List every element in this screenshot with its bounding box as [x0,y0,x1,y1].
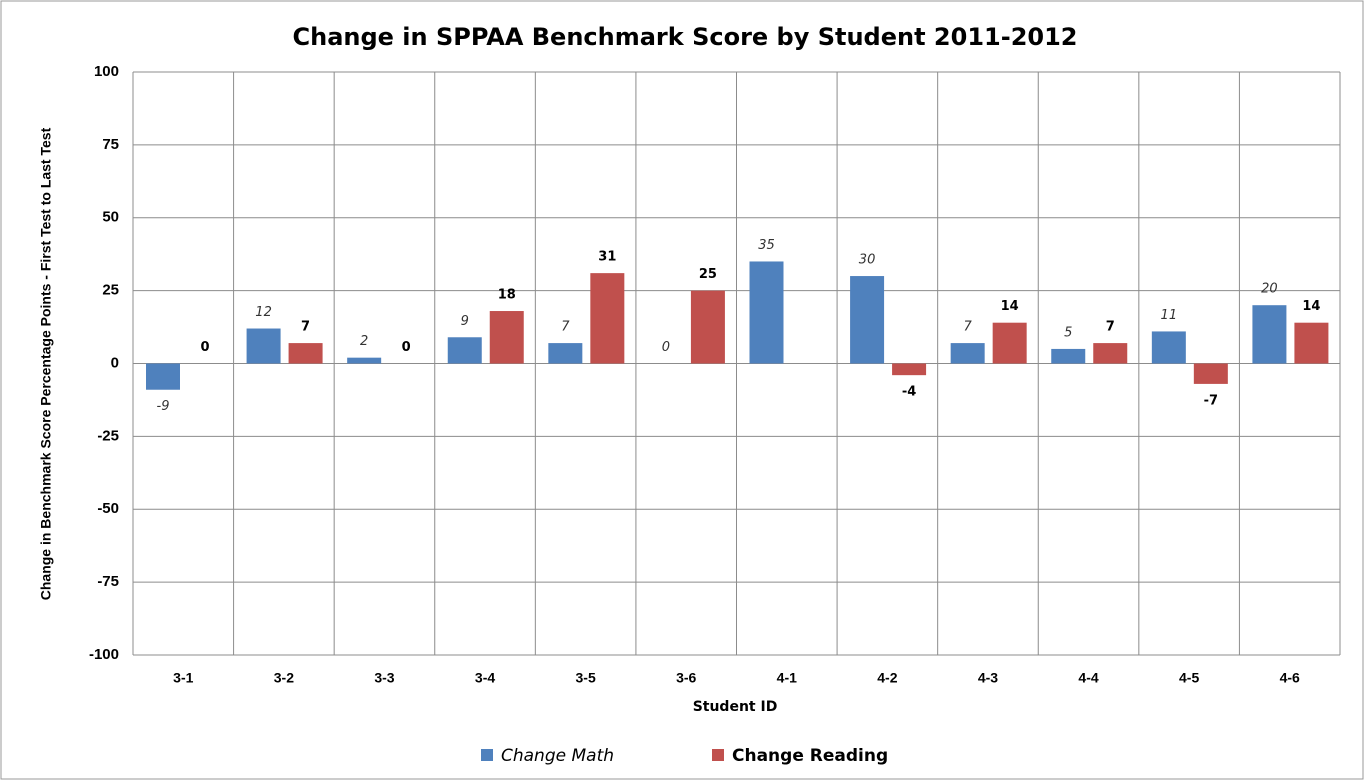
data-label: 0 [200,340,209,355]
bar [749,261,784,364]
legend-label: Change Math [501,746,614,766]
legend-swatch [481,749,493,761]
data-label: 11 [1161,308,1178,323]
x-tick-label: 4-1 [777,670,797,686]
y-tick-label: 50 [102,209,119,226]
legend-swatch [712,749,724,761]
data-label: -7 [1204,393,1218,408]
chart-title: Change in SPPAA Benchmark Score by Stude… [293,23,1078,51]
bar [1252,305,1287,364]
data-label: 12 [255,305,272,320]
data-label: 35 [758,238,775,253]
bar [1093,343,1128,364]
y-tick-label: -50 [97,500,119,517]
data-label: 0 [662,340,670,355]
data-label: 7 [301,320,310,335]
data-label: 25 [699,267,717,282]
data-label: 0 [402,340,411,355]
data-label: 7 [561,320,570,335]
x-tick-label: 4-2 [877,670,897,686]
bar [489,311,524,364]
y-tick-label: 100 [94,63,119,80]
bar [690,290,725,364]
x-tick-label: 4-4 [1078,670,1098,686]
bar [850,276,885,364]
data-label: 2 [360,334,368,349]
y-tick-label: 25 [102,282,119,299]
bar [950,343,985,364]
data-label: 5 [1064,325,1072,340]
x-tick-label: 3-2 [274,670,294,686]
data-label: -4 [902,385,916,400]
bar [1051,348,1086,364]
x-tick-label: 3-3 [374,670,394,686]
data-label: 7 [1106,320,1115,335]
x-tick-label: 4-6 [1280,670,1300,686]
data-label: 30 [859,253,876,268]
data-label: 31 [598,250,616,265]
legend-label: Change Reading [732,746,888,766]
bar [146,363,180,390]
bar [1151,331,1186,364]
x-tick-label: 3-1 [173,670,193,686]
bar [992,322,1027,364]
data-label: 18 [498,288,516,303]
x-tick-label: 3-5 [576,670,596,686]
data-label: -9 [157,399,170,414]
y-tick-label: 0 [111,354,119,371]
bar [1193,363,1228,384]
bar [590,273,625,364]
y-tick-label: -100 [89,646,119,663]
data-label: 7 [964,320,973,335]
bar [1294,322,1329,364]
y-tick-label: 75 [102,136,119,153]
data-label: 9 [461,314,469,329]
x-axis-label: Student ID [693,699,778,715]
x-tick-label: 3-4 [475,670,495,686]
data-label: 20 [1261,282,1278,297]
x-tick-label: 4-3 [978,670,998,686]
bar [347,357,382,364]
data-label: 14 [1001,299,1019,314]
y-axis-label: Change in Benchmark Score Percentage Poi… [38,127,54,600]
bar [447,337,482,364]
x-tick-label: 3-6 [676,670,696,686]
data-label: 14 [1302,299,1320,314]
bar [892,363,927,376]
bar [548,343,583,364]
bar [288,343,323,364]
y-tick-label: -75 [97,573,119,590]
y-tick-label: -25 [97,427,119,444]
bar [246,328,281,364]
x-tick-label: 4-5 [1179,670,1199,686]
